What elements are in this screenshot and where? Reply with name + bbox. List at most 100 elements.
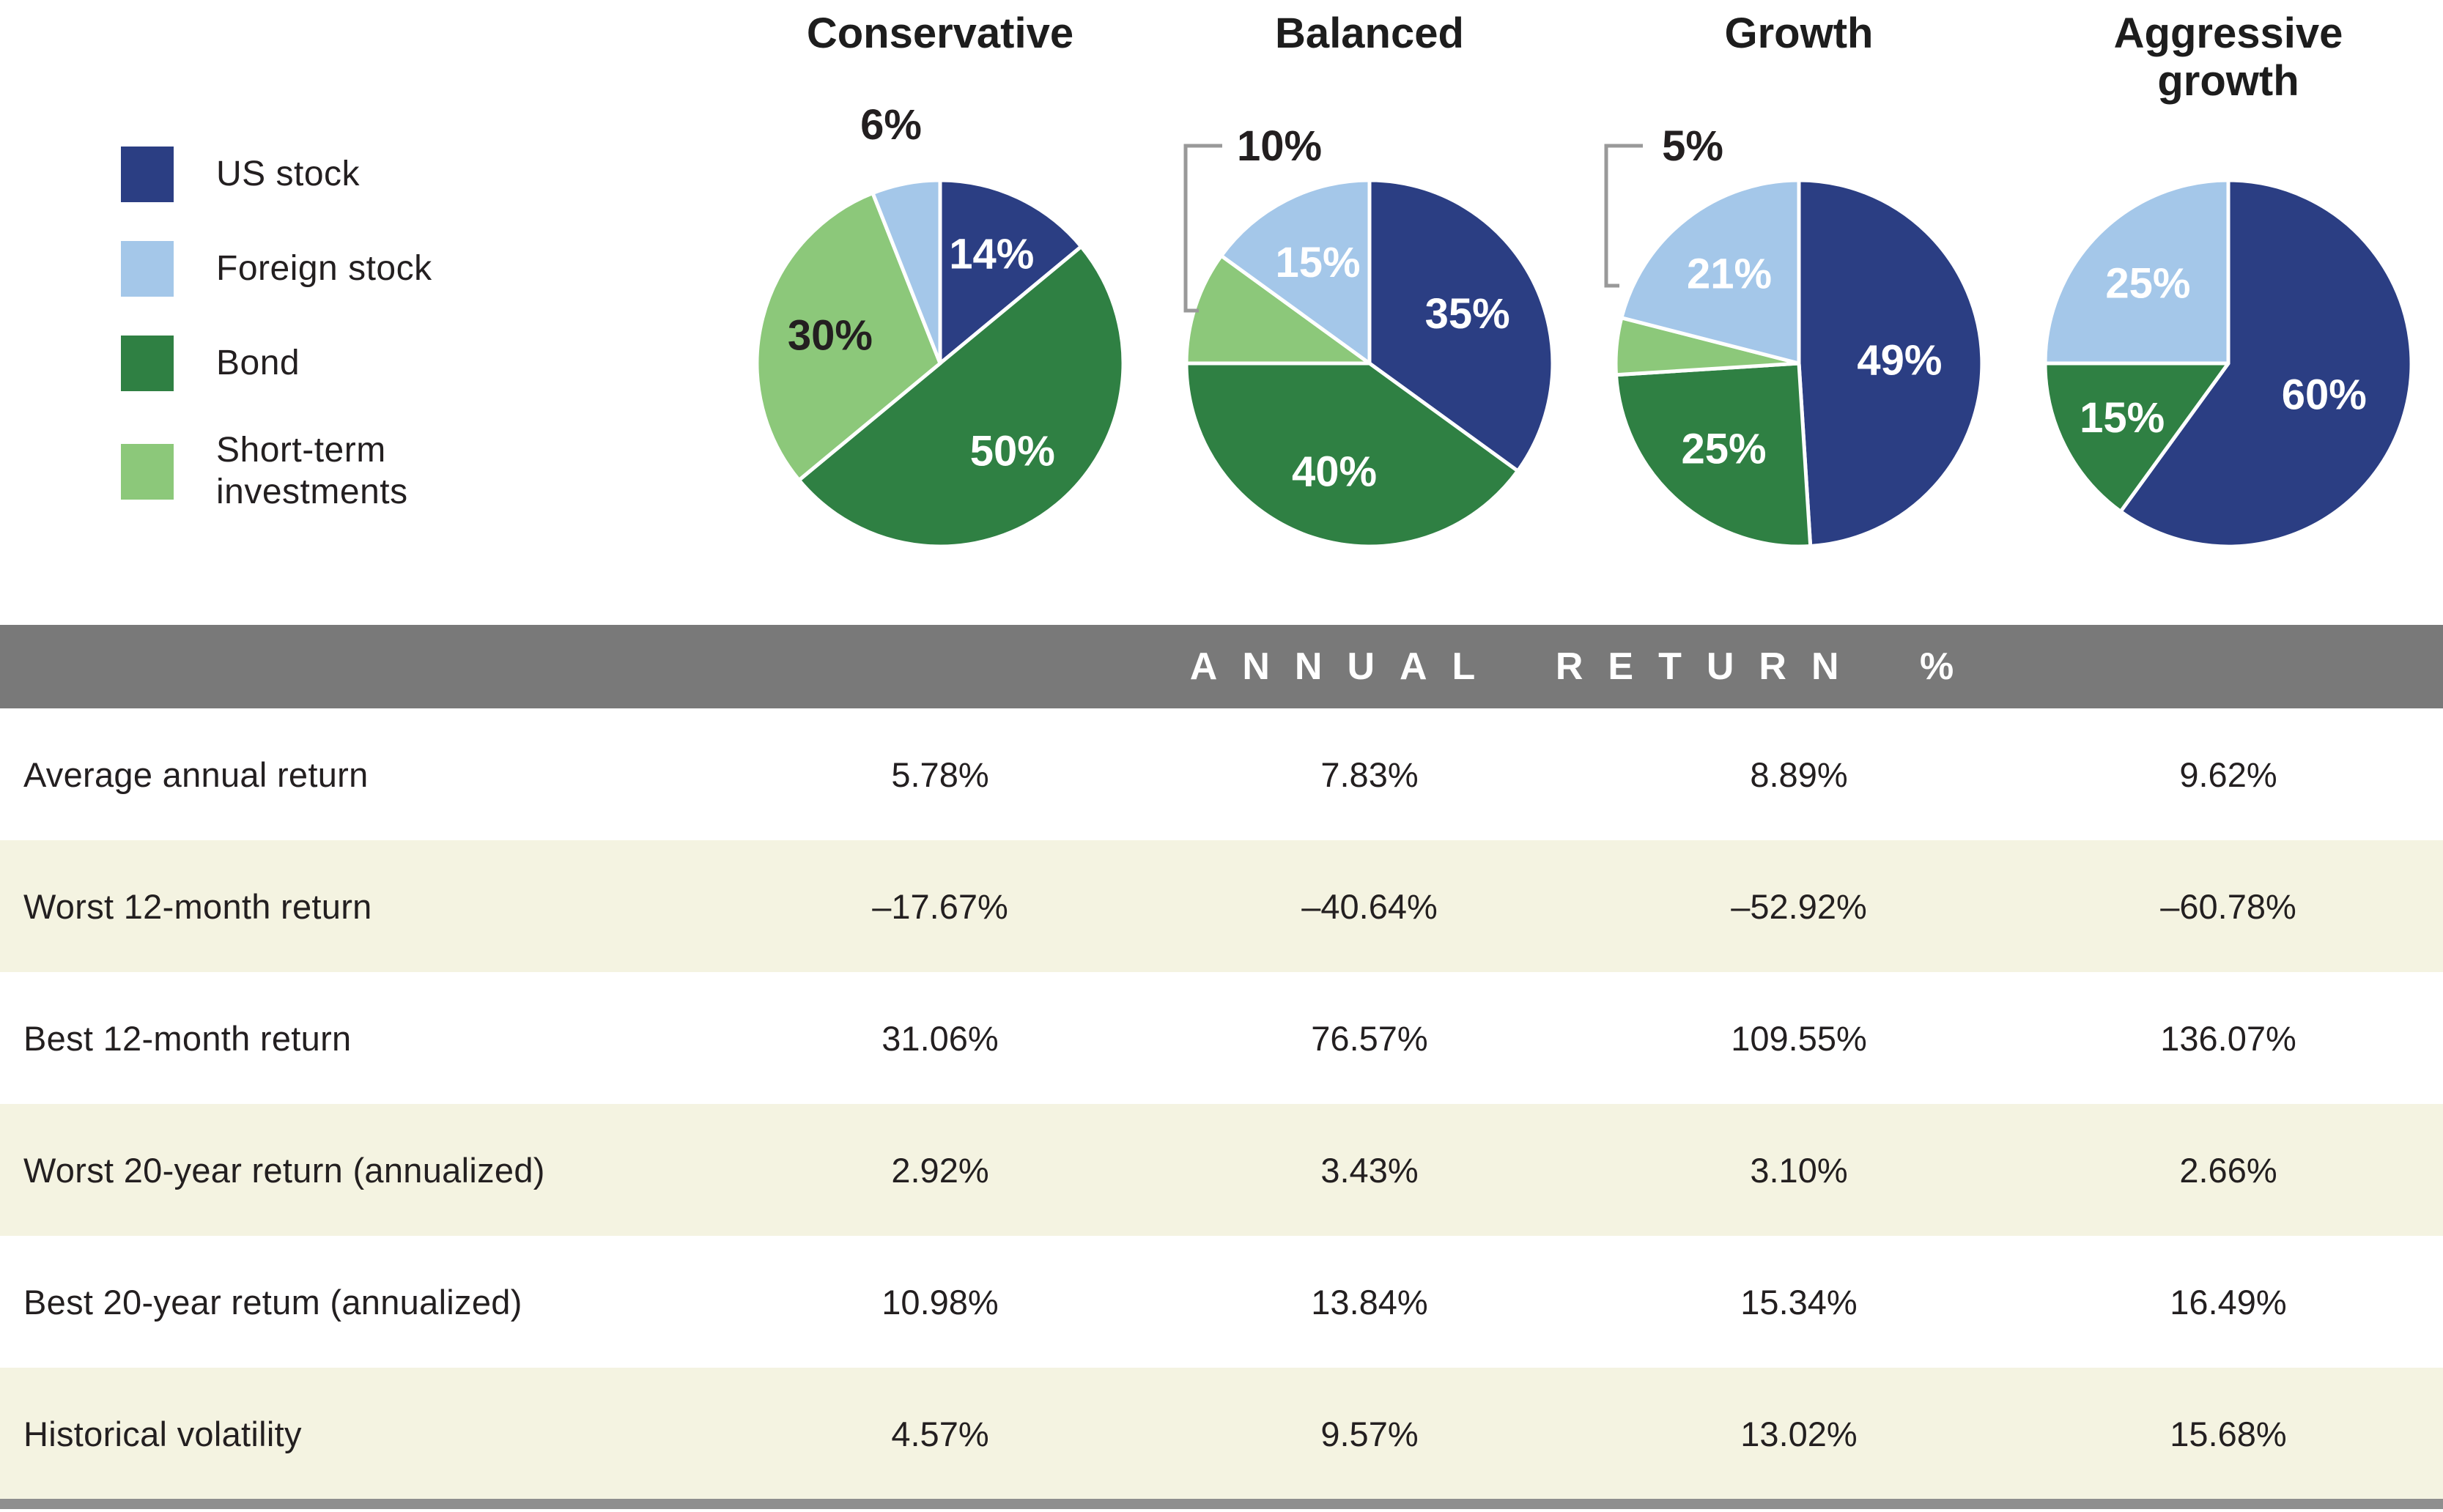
row-label: Average annual return xyxy=(23,755,369,794)
slice-label: 21% xyxy=(1687,251,1772,298)
table-row: Average annual return 5.78% 7.83% 8.89% 9.62… xyxy=(0,708,2443,840)
table-cell-conservative: 10.98% xyxy=(882,1282,999,1322)
table-cell-growth: 13.02% xyxy=(1740,1414,1858,1453)
pie-title-line: Growth xyxy=(1724,10,1874,57)
table-cell-growth: 15.34% xyxy=(1740,1282,1858,1322)
slice-label: 15% xyxy=(1276,239,1361,286)
pie-chart-balanced: 35% 40% 10% 15% xyxy=(1183,122,1555,549)
callout-bracket xyxy=(1604,144,1643,288)
slice-label: 15% xyxy=(2080,394,2165,442)
row-label: Historical volatility xyxy=(23,1414,302,1453)
bottom-rule xyxy=(0,1499,2443,1509)
table-cell-balanced: 9.57% xyxy=(1320,1414,1419,1453)
slice-label: 25% xyxy=(2105,259,2190,307)
pie-slice-us-stock xyxy=(1797,178,1984,548)
pie-slice-foreign-stock xyxy=(871,178,942,366)
row-label: Best 12-month return xyxy=(23,1018,352,1058)
table-cell-balanced: 76.57% xyxy=(1311,1018,1428,1058)
legend-swatch-icon xyxy=(121,147,174,202)
table-cell-balanced: 7.83% xyxy=(1320,755,1419,794)
legend-label: Short-term investments xyxy=(216,431,408,511)
row-label: Worst 20-year return (annualized) xyxy=(23,1150,545,1190)
table-cell-balanced: –40.64% xyxy=(1301,886,1438,926)
table-cell-conservative: 5.78% xyxy=(891,755,989,794)
callout-bracket xyxy=(1183,144,1222,313)
pie-title-line: Conservative xyxy=(806,10,1074,57)
pie-slice-bond xyxy=(1184,361,1520,549)
table-cell-growth: 3.10% xyxy=(1750,1150,1848,1190)
table-row: Worst 12-month return –17.67% –40.64% –52.9… xyxy=(0,840,2443,972)
table-row: Worst 20-year return (annualized) 2.92% 3.… xyxy=(0,1104,2443,1236)
legend-label: Foreign stock xyxy=(216,248,432,288)
slice-label: 50% xyxy=(970,427,1055,475)
annual-return-table: ANNUAL RETURN % Average annual return 5.7… xyxy=(0,625,2443,1500)
pie-slice-short-term-investments xyxy=(1184,253,1372,366)
table-cell-growth: 8.89% xyxy=(1750,755,1848,794)
pie-title: Aggressive growth xyxy=(2014,10,2443,105)
pie-title: Growth xyxy=(1584,10,2014,58)
pie-slice-us-stock xyxy=(2118,178,2414,549)
table-cell-conservative: –17.67% xyxy=(872,886,1008,926)
chart-column-growth: 49% 25% 5% 21% Growth xyxy=(1584,0,2014,625)
table-cell-conservative: 4.57% xyxy=(891,1414,989,1453)
slice-label: 35% xyxy=(1425,290,1510,338)
legend-item-bond: Bond xyxy=(121,336,531,391)
pie-title-line: Balanced xyxy=(1275,10,1464,57)
row-label: Worst 12-month return xyxy=(23,886,372,926)
pie-title: Conservative xyxy=(725,10,1155,58)
legend-label: Bond xyxy=(216,343,300,382)
table-cell-conservative: 2.92% xyxy=(891,1150,989,1190)
table-cell-balanced: 13.84% xyxy=(1311,1282,1428,1322)
pie-slice-foreign-stock xyxy=(1619,178,1801,366)
table-row: Historical volatility 4.57% 9.57% 13.02% 15.… xyxy=(0,1368,2443,1500)
slice-label: 60% xyxy=(2282,371,2367,419)
pie-chart-aggressive-growth: 60% 15% 25% xyxy=(2043,178,2414,549)
table-cell-aggressive-growth: 2.66% xyxy=(2179,1150,2277,1190)
chart-column-balanced: 35% 40% 10% 15% Balanced xyxy=(1155,0,1584,625)
slice-label: 40% xyxy=(1292,448,1377,495)
pie-title: Balanced xyxy=(1155,10,1584,58)
pie-title-line: Aggressive xyxy=(2113,10,2343,57)
legend-swatch-icon xyxy=(121,241,174,297)
slice-label: 6% xyxy=(860,101,922,149)
chart-column-conservative: 14% 50% 30% 6% Conservative xyxy=(725,0,1155,625)
pie-slice-short-term-investments xyxy=(755,191,942,482)
slice-label: 5% xyxy=(1662,122,1723,170)
slice-label: 14% xyxy=(949,231,1034,278)
legend: US stock Foreign stock Bond Short-term inve… xyxy=(121,147,531,552)
pie-slice-us-stock xyxy=(1367,178,1555,473)
legend-item-foreign-stock: Foreign stock xyxy=(121,241,531,297)
slice-label: 30% xyxy=(788,312,873,360)
chart-column-aggressive-growth: 60% 15% 25% Aggressive growth xyxy=(2014,0,2443,625)
pie-slice-foreign-stock xyxy=(2043,178,2231,366)
pie-title-line: growth xyxy=(2157,56,2299,105)
table-cell-growth: –52.92% xyxy=(1731,886,1867,926)
pie-charts-row: 14% 50% 30% 6% Conservative 35% 40% 10% 15% Balan… xyxy=(725,0,2443,625)
pie-slice-bond xyxy=(1614,361,1813,549)
table-cell-conservative: 31.06% xyxy=(882,1018,999,1058)
table-cell-growth: 109.55% xyxy=(1731,1018,1867,1058)
legend-item-short-term-investments: Short-term investments xyxy=(121,430,531,513)
slice-label: 25% xyxy=(1681,425,1766,472)
table-row: Best 12-month return 31.06% 76.57% 109.55% 1… xyxy=(0,972,2443,1104)
pie-slice-bond xyxy=(797,245,1126,549)
table-cell-aggressive-growth: 16.49% xyxy=(2170,1282,2287,1322)
pie-slice-foreign-stock xyxy=(1219,178,1372,366)
pie-slice-bond xyxy=(2043,361,2231,514)
slice-label: 10% xyxy=(1237,122,1322,170)
pie-slice-us-stock xyxy=(938,178,1084,366)
legend-label: US stock xyxy=(216,154,361,193)
pie-chart-conservative: 14% 50% 30% 6% xyxy=(755,101,1126,549)
table-header-bar: ANNUAL RETURN % xyxy=(0,625,2443,708)
table-cell-aggressive-growth: 9.62% xyxy=(2179,755,2277,794)
table-header-title: ANNUAL RETURN % xyxy=(1189,645,1979,688)
table-cell-aggressive-growth: 15.68% xyxy=(2170,1414,2287,1453)
pie-chart-growth: 49% 25% 5% 21% xyxy=(1604,122,1984,549)
legend-swatch-icon xyxy=(121,336,174,391)
table-cell-balanced: 3.43% xyxy=(1320,1150,1419,1190)
row-label: Best 20-year retum (annualized) xyxy=(23,1282,522,1322)
legend-item-us-stock: US stock xyxy=(121,147,531,202)
slice-label: 49% xyxy=(1857,337,1942,385)
table-cell-aggressive-growth: 136.07% xyxy=(2160,1018,2296,1058)
